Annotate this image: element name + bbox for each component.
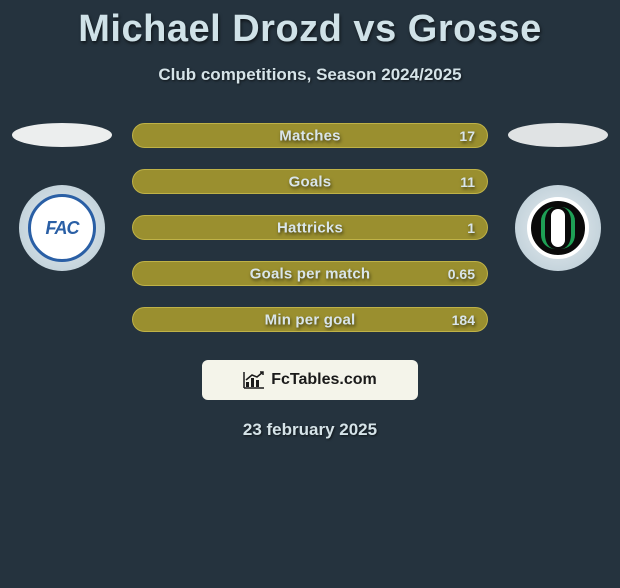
left-column: FAC (12, 123, 112, 271)
stat-label: Matches (133, 127, 487, 144)
right-oval (508, 123, 608, 147)
brand-badge: FcTables.com (202, 360, 418, 400)
stat-label: Hattricks (133, 219, 487, 236)
right-team-crest-inner (527, 197, 589, 259)
stat-label: Min per goal (133, 311, 487, 328)
stat-label: Goals per match (133, 265, 487, 282)
left-team-crest: FAC (19, 185, 105, 271)
stat-value: 184 (452, 312, 475, 328)
stat-value: 17 (459, 128, 475, 144)
stat-value: 0.65 (448, 266, 475, 282)
chart-icon (243, 371, 265, 389)
page-title: Michael Drozd vs Grosse (0, 8, 620, 51)
stat-value: 11 (460, 174, 475, 190)
stat-bar: Goals 11 (132, 169, 488, 194)
stat-label: Goals (133, 173, 487, 190)
stat-bar: Goals per match 0.65 (132, 261, 488, 286)
left-oval (12, 123, 112, 147)
right-column (508, 123, 608, 271)
stat-bar: Min per goal 184 (132, 307, 488, 332)
stat-bar: Matches 17 (132, 123, 488, 148)
brand-text: FcTables.com (271, 371, 377, 389)
stats-area: FAC Matches 17 Goals 11 Hattricks 1 Goal… (0, 123, 620, 332)
date-line: 23 february 2025 (0, 420, 620, 440)
stat-value: 1 (467, 220, 475, 236)
left-team-code: FAC (46, 218, 79, 239)
stat-bars: Matches 17 Goals 11 Hattricks 1 Goals pe… (132, 123, 488, 332)
right-team-crest (515, 185, 601, 271)
subtitle: Club competitions, Season 2024/2025 (0, 65, 620, 85)
stat-bar: Hattricks 1 (132, 215, 488, 240)
